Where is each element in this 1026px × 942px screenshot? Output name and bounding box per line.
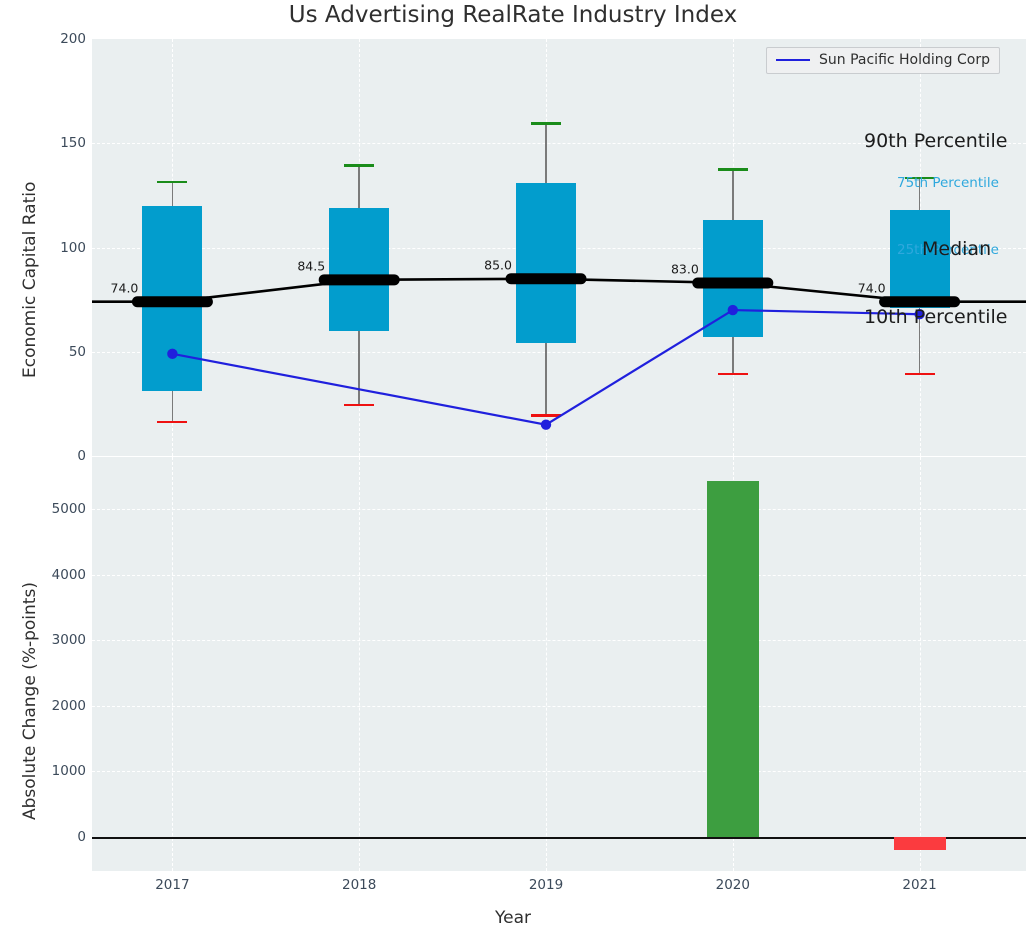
box-interquartile-range	[329, 207, 390, 331]
gridline-vertical	[546, 457, 547, 871]
annotation-10th-percentile: 10th Percentile	[864, 306, 1008, 328]
annotation-median: Median	[922, 238, 992, 260]
median-value-label: 84.5	[297, 258, 326, 274]
cap-90th-percentile	[157, 180, 188, 184]
annotation-25th-percentile: 25th Percentile	[897, 242, 999, 258]
box-interquartile-range	[516, 182, 576, 344]
y-tick-label: 5000	[51, 501, 86, 518]
absolute-change-panel	[92, 457, 1026, 871]
gridline-horizontal	[92, 574, 1026, 576]
x-tick-label: 2020	[715, 877, 750, 893]
y-tick-label: 200	[60, 31, 86, 47]
y-tick-label: 0	[77, 448, 86, 464]
gridline-vertical	[172, 457, 174, 871]
gridline-vertical	[919, 457, 921, 871]
y-tick-label: 4000	[51, 566, 86, 583]
gridline-horizontal	[92, 705, 1026, 707]
y-tick-label: 50	[68, 343, 86, 360]
y-tick-label: 0	[77, 828, 86, 845]
x-tick-label: 2018	[342, 877, 377, 893]
legend-line-swatch	[776, 59, 810, 61]
cap-10th-percentile	[344, 403, 375, 407]
gridline-horizontal	[92, 456, 1026, 457]
gridline-horizontal	[92, 351, 1026, 353]
cap-10th-percentile	[904, 372, 935, 376]
annotation-75th-percentile: 75th Percentile	[897, 175, 999, 191]
gridline-vertical	[359, 457, 361, 871]
median-value-label: 74.0	[110, 280, 139, 296]
y-tick-label: 1000	[51, 763, 86, 780]
y-tick-label: 150	[60, 135, 86, 152]
cap-10th-percentile	[531, 414, 561, 417]
gridline-horizontal	[92, 640, 1026, 642]
y-axis-label-bottom: Absolute Change (%-points)	[20, 582, 40, 820]
gridline-horizontal	[92, 509, 1026, 511]
page-title: Us Advertising RealRate Industry Index	[288, 2, 738, 28]
cap-90th-percentile	[344, 164, 375, 167]
y-tick-label: 3000	[51, 632, 86, 649]
x-tick-label: 2017	[155, 877, 190, 893]
median-value-label: 83.0	[670, 261, 699, 277]
absolute-change-bar	[706, 481, 759, 837]
cap-90th-percentile	[531, 122, 561, 125]
x-tick-label: 2021	[902, 877, 937, 893]
gridline-horizontal	[92, 143, 1026, 145]
y-axis-ticks-bottom: 0 1000 2000 3000 4000 5000	[2, 457, 86, 871]
annotation-90th-percentile: 90th Percentile	[864, 130, 1008, 152]
y-tick-label: 2000	[51, 697, 86, 714]
cap-10th-percentile	[157, 420, 188, 424]
box-interquartile-range	[142, 205, 203, 392]
y-tick-label: 100	[60, 239, 86, 256]
box-interquartile-range	[702, 220, 763, 338]
median-value-label: 85.0	[484, 257, 512, 273]
cap-10th-percentile	[717, 372, 748, 376]
gridline-horizontal	[92, 771, 1026, 773]
legend-label: Sun Pacific Holding Corp	[819, 52, 990, 68]
zero-baseline	[92, 836, 1026, 839]
x-axis-label: Year	[495, 908, 531, 928]
y-axis-ticks-top: 0 50 100 150 200	[2, 31, 86, 464]
cap-90th-percentile	[717, 168, 748, 171]
absolute-change-bar	[893, 836, 946, 851]
y-axis-label-top: Economic Capital Ratio	[20, 181, 40, 378]
x-tick-label: 2019	[528, 877, 564, 893]
median-value-label: 74.0	[857, 280, 886, 296]
cap-90th-percentile	[904, 176, 935, 180]
legend[interactable]: Sun Pacific Holding Corp	[766, 47, 1000, 74]
